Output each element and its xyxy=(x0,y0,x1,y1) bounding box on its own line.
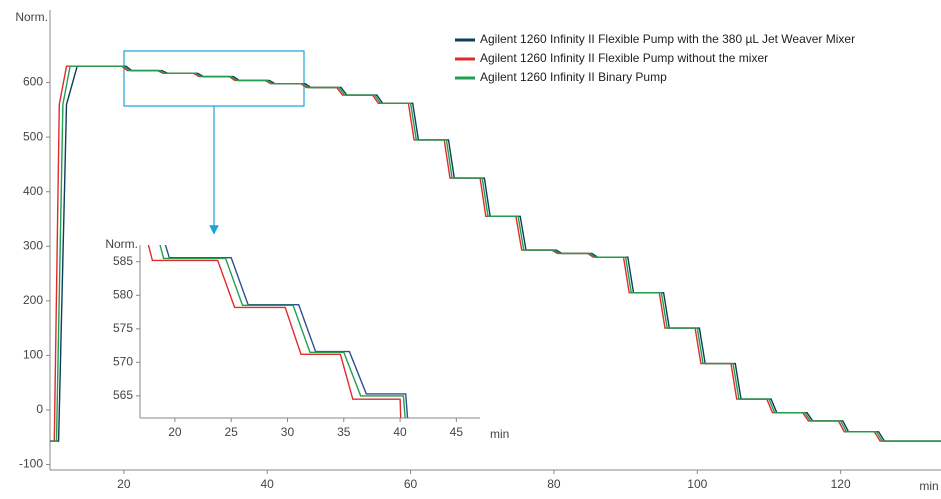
data-line xyxy=(159,245,406,418)
x-tick-label: 35 xyxy=(337,425,351,439)
x-tick-label: 25 xyxy=(225,425,239,439)
y-tick-label: 200 xyxy=(23,293,43,307)
x-tick-label: 20 xyxy=(117,477,131,491)
x-axis-label: min xyxy=(490,427,509,441)
y-tick-label: 500 xyxy=(23,129,43,143)
y-axis-label: Norm. xyxy=(105,237,138,251)
y-tick-label: 100 xyxy=(23,348,43,362)
x-axis-label: min xyxy=(919,479,938,493)
legend-label: Agilent 1260 Infinity II Flexible Pump w… xyxy=(480,32,855,46)
x-tick-label: 100 xyxy=(687,477,707,491)
legend-label: Agilent 1260 Infinity II Binary Pump xyxy=(480,70,667,84)
x-tick-label: 120 xyxy=(831,477,851,491)
x-tick-label: 40 xyxy=(393,425,407,439)
y-tick-label: 565 xyxy=(113,388,133,402)
y-tick-label: 300 xyxy=(23,238,43,252)
y-tick-label: 580 xyxy=(113,287,133,301)
x-tick-label: 30 xyxy=(281,425,295,439)
y-tick-label: 600 xyxy=(23,75,43,89)
x-tick-label: 40 xyxy=(261,477,275,491)
data-line xyxy=(164,245,409,418)
data-line xyxy=(50,65,941,442)
x-tick-label: 80 xyxy=(547,477,561,491)
x-tick-label: 20 xyxy=(168,425,182,439)
y-tick-label: 570 xyxy=(113,355,133,369)
x-tick-label: 45 xyxy=(450,425,464,439)
y-tick-label: 585 xyxy=(113,254,133,268)
data-line xyxy=(50,65,941,442)
x-tick-label: 60 xyxy=(404,477,418,491)
legend-label: Agilent 1260 Infinity II Flexible Pump w… xyxy=(480,51,768,65)
y-tick-label: 0 xyxy=(36,402,43,416)
y-tick-label: 400 xyxy=(23,184,43,198)
y-axis-label: Norm. xyxy=(15,10,48,24)
y-tick-label: -100 xyxy=(19,457,43,471)
y-tick-label: 575 xyxy=(113,321,133,335)
data-line xyxy=(147,245,402,418)
zoom-box xyxy=(123,50,305,107)
data-line xyxy=(50,65,941,442)
